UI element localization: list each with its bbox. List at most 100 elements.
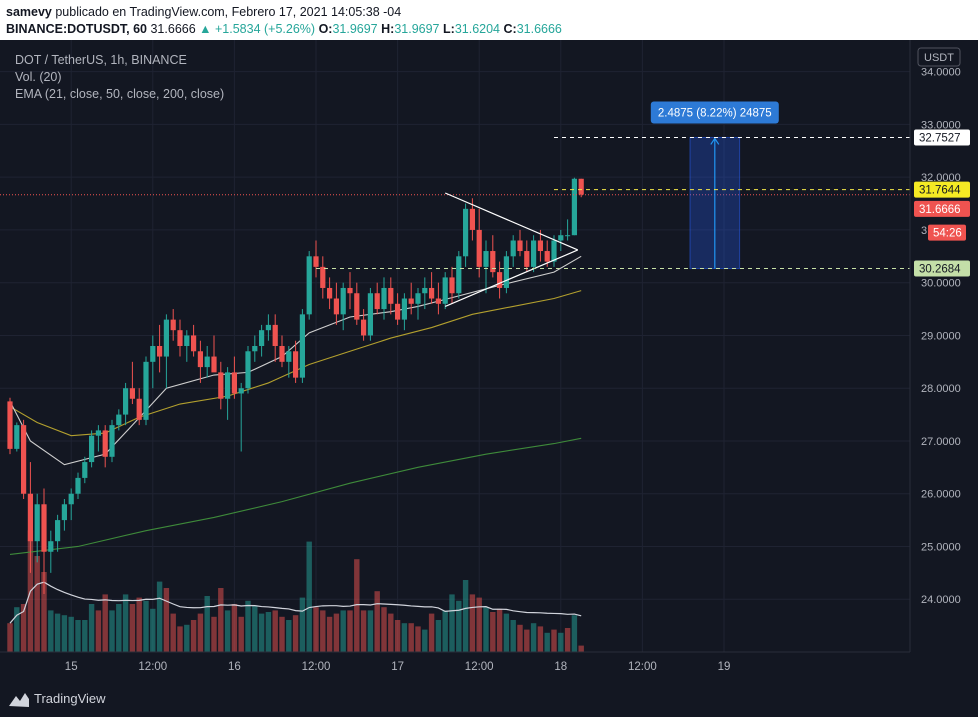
candle-body	[510, 240, 516, 257]
pennant-lower-line[interactable]	[444, 249, 579, 307]
volume-bar	[551, 629, 557, 652]
volume-bar	[381, 607, 387, 652]
volume-bar	[224, 610, 231, 652]
volume-bar	[190, 620, 197, 652]
candle-body	[463, 208, 469, 257]
volume-bar	[483, 607, 489, 652]
candle-body	[170, 319, 176, 331]
ema200-line	[9, 437, 582, 555]
candle-body	[313, 256, 319, 267]
candle-body	[469, 208, 475, 230]
candle-body	[503, 256, 509, 288]
pennant-upper-line[interactable]	[444, 192, 579, 251]
volume-bar	[102, 594, 108, 652]
volume-bar	[428, 613, 435, 652]
price-label-text: 32.7527	[919, 132, 961, 144]
volume-bar	[571, 615, 578, 652]
volume-bar	[75, 620, 81, 652]
candle-body	[95, 430, 101, 436]
volume-bar	[61, 615, 68, 652]
candle-body	[252, 346, 258, 352]
volume-bar	[530, 623, 537, 652]
candle-body	[401, 298, 407, 320]
volume-bar	[143, 600, 149, 652]
volume-bar	[401, 623, 408, 652]
price-label-box	[914, 200, 970, 217]
volume-bar	[360, 610, 367, 652]
volume-bar	[496, 608, 503, 652]
volume-bar	[490, 612, 496, 652]
volume-bar	[469, 594, 476, 652]
candle-body	[449, 277, 455, 294]
candle-body	[204, 356, 210, 368]
volume-bar	[54, 613, 61, 652]
volume-bar	[306, 541, 312, 652]
candle-body	[320, 266, 326, 288]
y-tick-label: 30.0000	[921, 278, 961, 290]
legend-series: DOT / TetherUS, 1h, BINANCE	[15, 53, 187, 67]
price-label-box	[914, 260, 970, 277]
volume-bar	[116, 604, 122, 652]
volume-bar	[388, 613, 394, 652]
candle-body	[340, 287, 346, 315]
candle-body	[150, 346, 156, 362]
x-axis[interactable]: 15 12:00 16 12:00 17 12:00 18 12:00 19	[65, 661, 731, 673]
candle-body	[537, 240, 543, 252]
x-tick-label: 12:00	[302, 661, 331, 673]
price-labels: 32.7527 31.7644 31.6666 54:26 30.2684	[914, 129, 970, 277]
candle-body	[381, 287, 387, 310]
candle-body	[27, 493, 33, 542]
publish-info: publicado en TradingView.com, Febrero 17…	[55, 5, 402, 19]
volume-bar	[231, 604, 238, 652]
candle-body	[422, 287, 428, 294]
candle-body	[163, 319, 169, 357]
candle-body	[279, 346, 285, 362]
open-value: 31.9697	[332, 22, 378, 36]
candle-body	[517, 240, 523, 252]
author-name[interactable]: samevy	[6, 5, 52, 19]
price-label-text: 30.2684	[919, 264, 961, 276]
candle-body	[211, 356, 217, 373]
publish-header: samevy publicado en TradingView.com, Feb…	[0, 0, 978, 40]
candle-body	[34, 504, 40, 542]
y-tick-label: 27.0000	[921, 436, 961, 448]
price-label-box	[914, 129, 970, 146]
high-value: 31.9697	[394, 22, 440, 36]
currency-button[interactable]	[917, 47, 961, 67]
candle-body	[333, 298, 339, 315]
candle-body	[55, 520, 61, 542]
candle-body	[7, 401, 13, 449]
drawings[interactable]	[0, 136, 910, 307]
volume-bars	[7, 530, 584, 652]
candle-body	[551, 240, 557, 262]
footer-brand[interactable]: TradingView	[34, 691, 106, 706]
candle-body	[157, 346, 163, 357]
y-axis[interactable]: 34.000033.000032.000031.000030.000029.00…	[921, 67, 961, 607]
candle-body	[571, 178, 577, 236]
x-tick-label: 18	[554, 661, 567, 673]
chart-background	[0, 40, 978, 683]
volume-bar	[109, 610, 115, 652]
candle-body	[299, 314, 305, 378]
volume-bar	[163, 588, 170, 652]
candle-body	[347, 287, 353, 294]
candle-body	[395, 303, 401, 320]
currency-label: USDT	[924, 52, 954, 64]
x-tick-label: 17	[391, 661, 404, 673]
footer-bar: TradingView	[0, 683, 978, 717]
volume-bar	[88, 604, 95, 652]
candle-body	[21, 425, 27, 494]
volume-ma-line	[9, 581, 582, 624]
candle-body	[483, 251, 489, 267]
volume-bar	[313, 607, 319, 652]
price-chart[interactable]: 34.000033.000032.000031.000030.000029.00…	[0, 40, 978, 683]
symbol-label: BINANCE:DOTUSDT, 60	[6, 22, 147, 36]
legend-volume: Vol. (20)	[15, 70, 62, 84]
candle-body	[306, 256, 312, 315]
candle-body	[442, 277, 448, 304]
price-label-text: 31.7644	[919, 185, 961, 197]
volume-bar	[279, 616, 285, 652]
volume-bar	[578, 645, 584, 652]
candle-body	[327, 287, 333, 299]
volume-bar	[20, 604, 27, 652]
